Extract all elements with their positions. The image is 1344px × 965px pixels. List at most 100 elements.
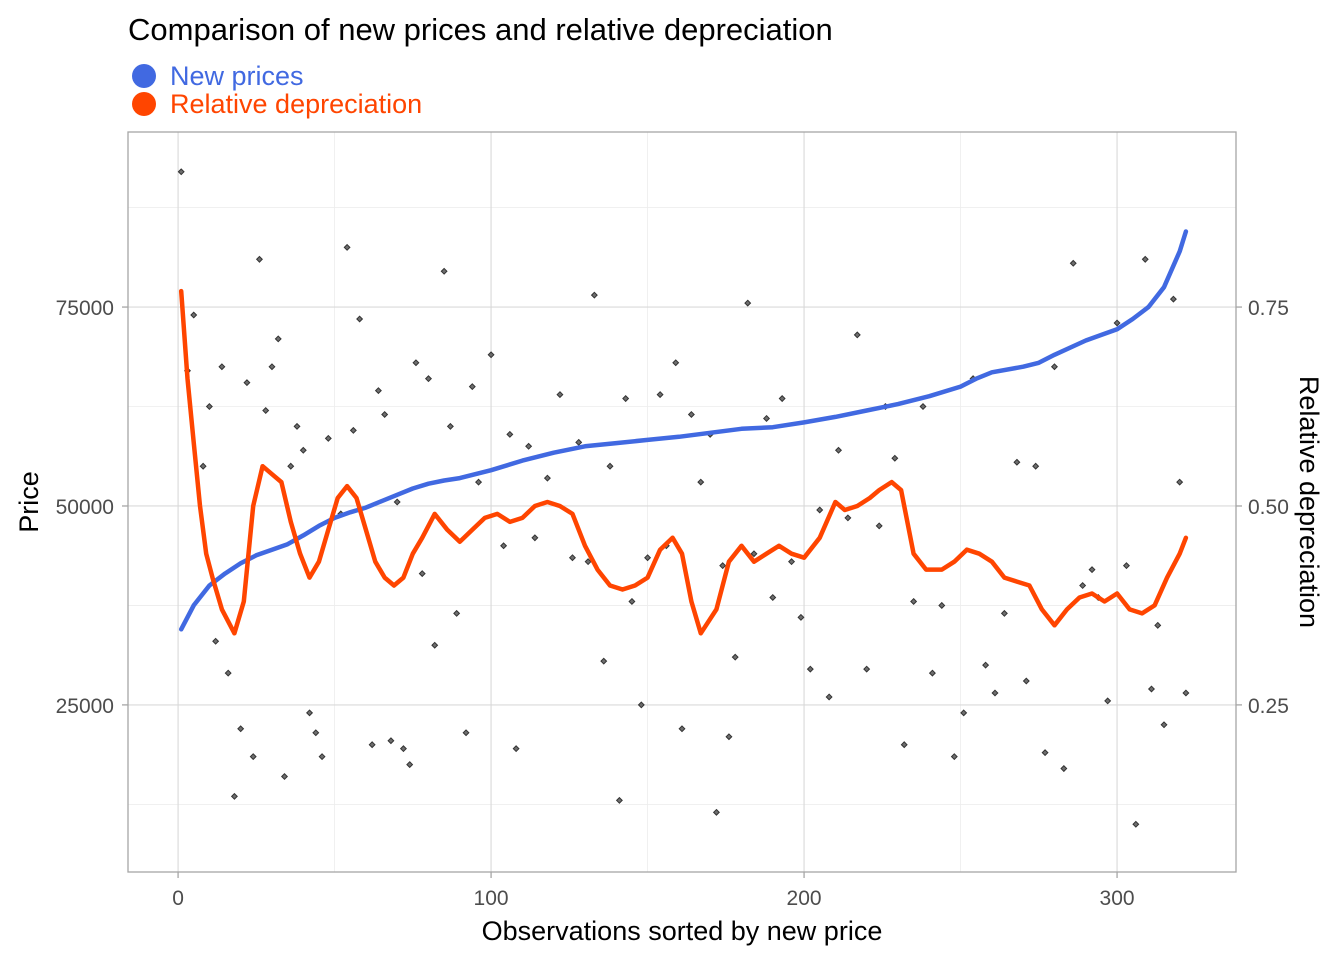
data-point: [212, 637, 220, 645]
data-point: [1169, 295, 1177, 303]
data-point: [262, 406, 270, 415]
y-axis-title: Price: [14, 471, 44, 533]
data-point: [324, 434, 332, 442]
data-point: [205, 403, 213, 411]
data-point: [960, 709, 968, 717]
data-point: [863, 665, 871, 673]
data-point: [1104, 697, 1112, 705]
data-point: [656, 391, 664, 399]
data-point: [500, 542, 508, 550]
legend-marker-new-prices: [132, 64, 156, 88]
data-point: [615, 796, 623, 804]
data-point: [600, 657, 608, 665]
data-point: [249, 753, 257, 761]
data-point: [218, 363, 226, 371]
x-tick-label: 0: [172, 887, 184, 910]
data-point: [440, 267, 448, 275]
data-point: [628, 597, 636, 605]
data-point: [590, 291, 598, 299]
data-point: [637, 701, 645, 709]
data-point: [606, 462, 614, 470]
grid: [128, 132, 1236, 872]
data-point: [568, 554, 576, 562]
data-point: [1079, 582, 1087, 590]
data-point: [475, 478, 483, 486]
y-tick-label: 25000: [56, 695, 114, 718]
data-point: [769, 593, 777, 601]
data-point: [393, 498, 401, 506]
data-point: [412, 359, 420, 367]
data-point: [1141, 255, 1149, 263]
data-point: [731, 653, 739, 661]
data-point: [190, 311, 198, 319]
legend: New prices Relative depreciation: [132, 61, 422, 119]
data-point: [719, 562, 727, 570]
data-point: [1147, 685, 1155, 693]
y2-tick-label: 0.25: [1248, 695, 1289, 718]
data-point: [356, 315, 364, 323]
data-point: [1088, 566, 1096, 574]
data-point: [343, 243, 351, 251]
data-point: [318, 753, 326, 761]
data-point: [512, 745, 520, 753]
legend-marker-relative-depreciation: [132, 92, 156, 116]
data-point: [1113, 319, 1121, 327]
data-point: [875, 522, 883, 530]
data-point: [891, 454, 899, 462]
data-point: [531, 534, 539, 542]
data-point: [950, 753, 958, 761]
data-point: [387, 737, 395, 745]
data-point: [274, 335, 282, 343]
data-point: [306, 709, 314, 717]
data-point: [725, 733, 733, 741]
data-point: [900, 741, 908, 749]
data-point: [287, 462, 295, 470]
data-point: [825, 693, 833, 701]
data-point: [622, 395, 630, 403]
data-point: [299, 446, 307, 454]
data-point: [910, 597, 918, 605]
axes: 0 100 200 300 25000 50000 75000 0.25 0.50 0.75: [56, 297, 1289, 910]
data-point: [543, 474, 551, 482]
data-point: [374, 387, 382, 395]
data-point: [399, 745, 407, 753]
data-point: [687, 410, 695, 418]
data-point: [468, 383, 476, 391]
data-point: [1041, 749, 1049, 757]
data-point: [349, 426, 357, 434]
data-point: [778, 395, 786, 403]
x-axis-title: Observations sorted by new price: [482, 916, 883, 946]
data-point: [797, 613, 805, 621]
data-point: [1069, 259, 1077, 267]
data-point: [1160, 721, 1168, 729]
data-point: [418, 570, 426, 578]
data-point: [487, 351, 495, 359]
data-point: [431, 641, 439, 649]
data-point: [1182, 689, 1190, 697]
legend-label-new-prices: New prices: [170, 61, 304, 91]
data-point: [237, 725, 245, 733]
data-point: [584, 558, 592, 566]
data-point: [462, 729, 470, 737]
data-point: [556, 391, 564, 399]
y-tick-label: 75000: [56, 297, 114, 320]
data-point: [853, 331, 861, 339]
data-point: [834, 446, 843, 454]
data-point: [424, 375, 432, 383]
data-point: [177, 168, 185, 176]
y2-tick-label: 0.75: [1248, 297, 1289, 320]
data-point: [453, 609, 461, 617]
data-point: [1032, 462, 1040, 470]
data-point: [697, 478, 705, 486]
data-point: [255, 255, 263, 263]
series-line-relative-depreciation: [178, 288, 1189, 636]
data-point: [280, 773, 289, 781]
data-point: [1022, 677, 1030, 685]
data-point: [788, 558, 796, 566]
data-point: [672, 359, 680, 367]
data-point: [224, 669, 232, 677]
data-point: [368, 741, 376, 749]
legend-label-relative-depreciation: Relative depreciation: [170, 89, 422, 119]
y-tick-label: 50000: [56, 496, 114, 519]
